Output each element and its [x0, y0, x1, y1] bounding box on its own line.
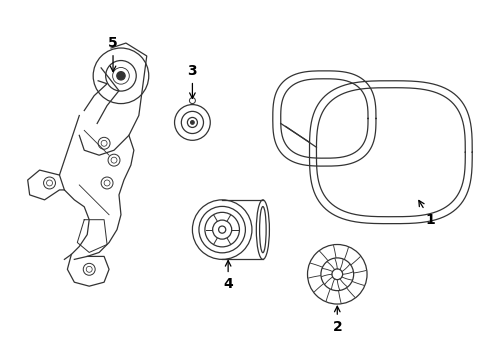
Circle shape: [117, 72, 125, 80]
Circle shape: [191, 121, 194, 124]
Text: 1: 1: [419, 201, 436, 227]
Text: 4: 4: [223, 261, 233, 291]
Text: 3: 3: [188, 64, 197, 98]
Text: 5: 5: [108, 36, 118, 72]
Text: 2: 2: [332, 306, 342, 334]
